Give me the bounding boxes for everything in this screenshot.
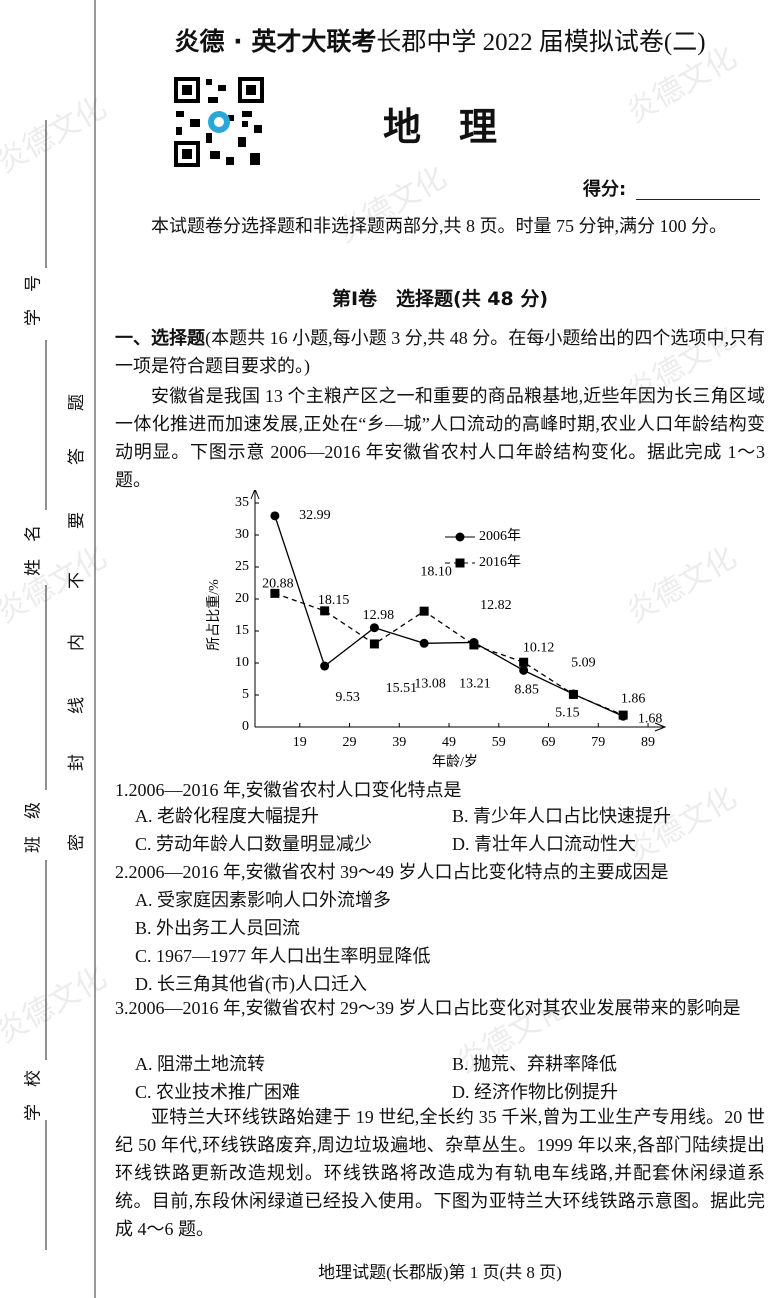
point (369, 623, 379, 633)
point (519, 665, 529, 675)
y-tick-label: 25 (235, 559, 249, 574)
value-label: 13.21 (459, 677, 491, 692)
question-stem: 2.2006—2016 年,安徽省农村 39～49 岁人口占比变化特点的主要成因… (115, 862, 669, 882)
score-label: 得分: (583, 179, 627, 200)
legend-label: 2006年 (479, 528, 521, 544)
qr-code (172, 75, 266, 169)
field-label: 学 号 (23, 275, 43, 326)
x-tick-label: 59 (492, 735, 506, 750)
value-label: 1.86 (621, 691, 646, 706)
x-tick-label: 79 (591, 735, 605, 750)
x-axis-label: 年龄/岁 (432, 754, 478, 770)
legend-label: 2016年 (479, 554, 521, 570)
option: C. 劳动年龄人口数量明显减少 (135, 834, 373, 854)
field-label: 学 校 (23, 1070, 43, 1121)
option: B. 外出务工人员回流 (135, 918, 301, 938)
value-label: 1.68 (638, 711, 663, 726)
point (419, 606, 429, 616)
value-label: 12.82 (480, 598, 512, 613)
y-tick-label: 5 (242, 687, 249, 702)
point (419, 638, 429, 648)
instruction-label: 一、选择题 (115, 328, 206, 348)
seal-char: 答 (67, 448, 86, 465)
x-tick-label: 39 (392, 735, 406, 750)
option: D. 长三角其他省(市)人口迁入 (135, 974, 367, 994)
value-label: 15.51 (386, 681, 418, 696)
field-label: 班 级 (23, 802, 43, 853)
point (369, 639, 379, 649)
value-label: 5.15 (555, 705, 580, 720)
series-line (274, 592, 624, 716)
option: A. 阻滞土地流转 (135, 1054, 265, 1074)
footer: 地理试题(长郡版)第 1 页(共 8 页) (318, 1263, 562, 1282)
point (320, 606, 330, 616)
value-label: 8.85 (514, 683, 539, 698)
binding-lines (45, 0, 96, 1298)
x-tick-label: 29 (343, 735, 357, 750)
x-axis-arrow (654, 722, 667, 732)
exam-title: 长郡中学 2022 届模拟试卷(二) (376, 29, 706, 56)
question-stem: 3.2006—2016 年,安徽省农村 29～39 岁人口占比变化对其农业发展带… (115, 998, 741, 1018)
section-title: 第Ⅰ卷 选择题(共 48 分) (331, 288, 549, 310)
passage: 安徽省是我国 13 个主粮产区之一和重要的商品粮基地,近些年因为长三角区域一体化… (115, 386, 765, 490)
y-axis-label: 所占比重/% (206, 579, 222, 651)
legend-marker (455, 532, 465, 542)
option: C. 农业技术推广困难 (135, 1082, 301, 1102)
value-label: 20.88 (262, 577, 294, 592)
question-stem: 1.2006—2016 年,安徽省农村人口变化特点是 (115, 780, 462, 800)
value-label: 5.09 (571, 656, 596, 671)
option: A. 老龄化程度大幅提升 (135, 806, 319, 826)
value-label: 32.99 (299, 508, 331, 523)
y-tick-label: 15 (235, 623, 249, 638)
option: D. 经济作物比例提升 (452, 1082, 618, 1102)
y-tick-label: 0 (242, 719, 249, 734)
chart: 所占比重/% 年龄/岁 0 5 10 15 20 25 30 35 19 29 39 49 59 69 79… (206, 490, 667, 770)
header: 炎德 · 英才大联考长郡中学 2022 届模拟试卷(二) (115, 22, 765, 58)
x-tick-label: 69 (542, 735, 556, 750)
passage: 亚特兰大环线铁路始建于 19 世纪,全长约 35 千米,曾为工业生产专用线。20… (115, 1107, 765, 1239)
point (270, 511, 280, 521)
value-label: 10.12 (523, 640, 555, 655)
point (519, 657, 529, 667)
point (270, 588, 280, 598)
point (320, 661, 330, 671)
value-label: 13.08 (414, 677, 446, 692)
value-label: 9.53 (335, 690, 360, 705)
y-tick-label: 10 (235, 655, 249, 670)
x-tick-label: 89 (641, 735, 655, 750)
series-line (274, 515, 624, 717)
point (568, 689, 578, 699)
option: D. 青壮年人口流动性大 (452, 834, 636, 854)
value-label: 18.15 (318, 593, 350, 608)
y-axis-arrow (250, 490, 260, 500)
instruction-text: (本题共 16 小题,每小题 3 分,共 48 分。在每小题给出的四个选项中,只… (115, 328, 765, 376)
x-tick-label: 49 (442, 735, 456, 750)
intro: 本试题卷分选择题和非选择题两部分,共 8 页。时量 75 分钟,满分 100 分… (151, 216, 727, 236)
option: B. 青少年人口占比快速提升 (452, 806, 672, 826)
value-label: 18.10 (420, 564, 452, 579)
option: C. 1967—1977 年人口出生率明显降低 (135, 946, 431, 966)
y-tick-label: 35 (235, 495, 249, 510)
score-line (636, 199, 760, 200)
brand: 炎德 · 英才大联考 (174, 27, 377, 56)
option: B. 抛荒、弃耕率降低 (452, 1054, 618, 1074)
seal-char: 题 (67, 394, 86, 411)
point (618, 710, 628, 720)
value-label: 12.98 (363, 608, 395, 623)
option: A. 受家庭因素影响人口外流增多 (135, 890, 391, 910)
point (469, 640, 479, 650)
legend-marker (455, 558, 465, 568)
subject: 地 理 (382, 105, 497, 149)
y-tick-label: 20 (235, 591, 249, 606)
y-tick-label: 30 (235, 527, 249, 542)
x-tick-label: 19 (293, 735, 307, 750)
instruction: 一、选择题(本题共 16 小题,每小题 3 分,共 48 分。在每小题给出的四个… (115, 324, 765, 380)
seal-char: 密 (67, 834, 86, 851)
